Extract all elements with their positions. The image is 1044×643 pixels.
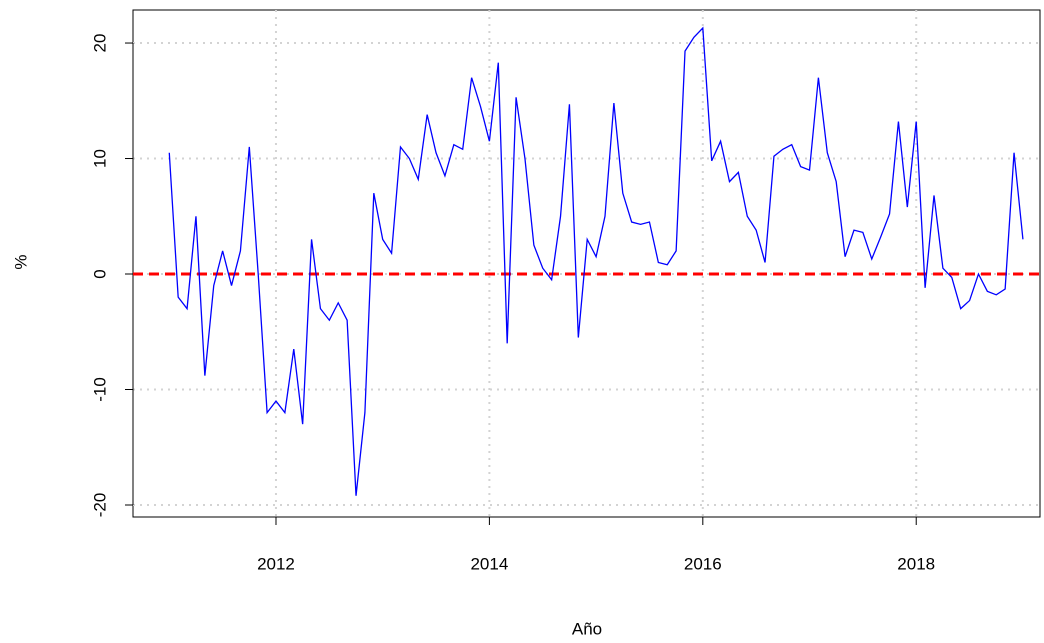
y-axis-label: % [11, 254, 30, 269]
x-tick-label: 2016 [684, 554, 722, 573]
x-axis-label: Año [572, 619, 602, 638]
x-tick-label: 2012 [257, 554, 295, 573]
data-line [168, 26, 1024, 496]
plot-frame [132, 9, 1041, 518]
y-tick-label: -20 [90, 493, 109, 518]
x-tick-label: 2014 [470, 554, 508, 573]
x-tick-label: 2018 [897, 554, 935, 573]
y-tick-label: -10 [90, 377, 109, 402]
y-tick-label: 10 [90, 149, 109, 168]
y-tick-label: 0 [90, 269, 109, 278]
y-tick-label: 20 [90, 34, 109, 53]
